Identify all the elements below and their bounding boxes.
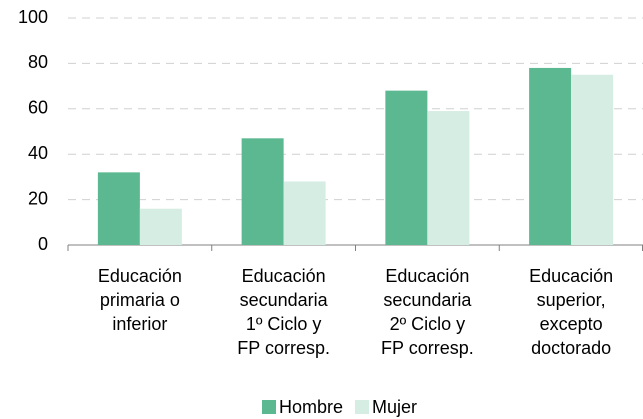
bar — [427, 111, 470, 245]
x-tick-label: Educación — [98, 266, 182, 286]
y-tick-label: 100 — [18, 7, 48, 27]
bar — [529, 67, 572, 245]
y-tick-label: 60 — [28, 98, 48, 118]
y-tick-label: 20 — [28, 188, 48, 208]
x-tick-label: Educación — [529, 266, 613, 286]
bar — [283, 181, 326, 245]
x-tick-label: Educación — [242, 266, 326, 286]
x-tick-label: 2º Ciclo y — [390, 314, 466, 334]
y-tick-label: 0 — [38, 234, 48, 254]
bar — [241, 138, 284, 245]
x-tick-label: FP corresp. — [237, 338, 330, 358]
legend-label: Hombre — [279, 397, 343, 417]
bar — [97, 172, 140, 245]
x-tick-label: inferior — [112, 314, 167, 334]
x-tick-label: excepto — [540, 314, 603, 334]
y-tick-label: 80 — [28, 52, 48, 72]
x-tick-label: doctorado — [531, 338, 611, 358]
bar — [385, 90, 428, 245]
x-tick-label: Educación — [385, 266, 469, 286]
legend-label: Mujer — [372, 397, 417, 417]
x-tick-label: superior, — [537, 290, 606, 310]
legend-swatch — [262, 400, 276, 414]
x-tick-label: 1º Ciclo y — [246, 314, 322, 334]
x-tick-label: FP corresp. — [381, 338, 474, 358]
x-tick-label: secundaria — [240, 290, 329, 310]
x-tick-label: secundaria — [383, 290, 472, 310]
bar — [139, 208, 182, 245]
bar — [571, 74, 614, 245]
y-tick-label: 40 — [28, 143, 48, 163]
legend-swatch — [355, 400, 369, 414]
x-tick-label: primaria o — [100, 290, 180, 310]
